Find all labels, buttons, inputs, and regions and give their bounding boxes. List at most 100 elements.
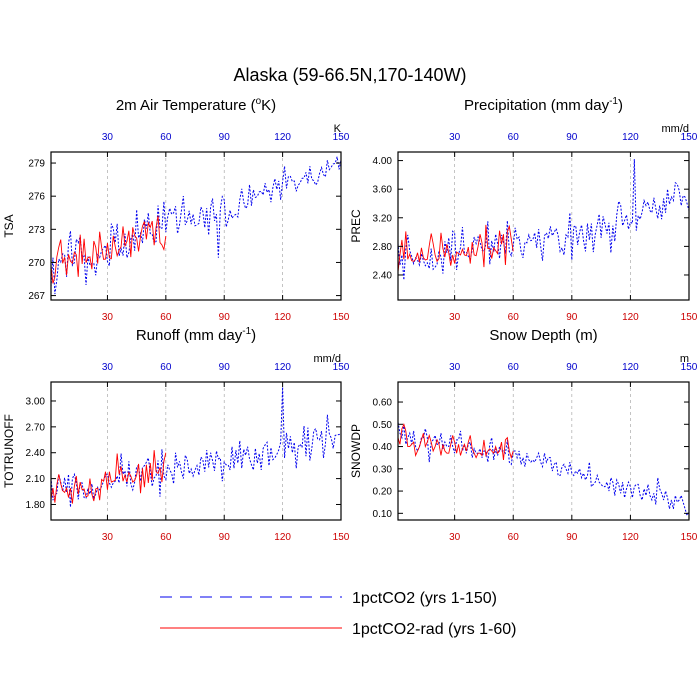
series-line-1pctCO2	[397, 159, 690, 281]
ytick-label: 270	[28, 258, 45, 269]
legend-label-1pctCO2-rad: 1pctCO2-rad (yrs 1-60)	[352, 621, 517, 638]
plot-frame	[397, 381, 690, 521]
ytick-label: 4.00	[373, 156, 393, 167]
ytick-label: 0.30	[373, 464, 393, 475]
ytick-label: 0.50	[373, 420, 393, 431]
panel-title-end: )	[618, 97, 623, 114]
panel-prec: Precipitation (mm day-1) mm/d 2.40 2.80 3.20…	[349, 96, 698, 323]
panel-title-sup: -1	[242, 326, 251, 337]
series-line-1pctCO2	[50, 387, 342, 508]
xtick-top-label: 150	[681, 132, 698, 143]
legend: 1pctCO2 (yrs 1-150) 1pctCO2-rad (yrs 1-6…	[160, 590, 517, 638]
series-line-1pctCO2	[397, 421, 690, 518]
xtick-bottom-label: 120	[274, 532, 291, 543]
xtick-bottom-label: 30	[102, 312, 114, 323]
panel-title-sup: o	[256, 96, 262, 107]
panel-unit: mm/d	[662, 123, 690, 135]
xtick-top-label: 90	[219, 132, 231, 143]
xtick-top-label: 30	[102, 362, 114, 373]
plot-frame	[50, 151, 342, 301]
panel-title: Precipitation (mm day-1)	[464, 96, 623, 114]
ytick-label: 2.40	[373, 270, 393, 281]
panel-title-end: K)	[261, 97, 276, 114]
xtick-top-label: 120	[274, 362, 291, 373]
ytick-label: 0.20	[373, 487, 393, 498]
ylabel: TSA	[2, 214, 16, 237]
xtick-top-label: 30	[449, 132, 461, 143]
xtick-bottom-label: 60	[508, 312, 520, 323]
xtick-top-label: 30	[102, 132, 114, 143]
series-line-1pctCO2-rad	[50, 215, 167, 284]
panel-title: Snow Depth (m)	[489, 327, 597, 344]
plot-frame	[50, 381, 342, 521]
xtick-top-label: 90	[566, 132, 578, 143]
panel-snowdp: Snow Depth (m) m 0.10 0.20 0.30 0.40 0.50 0.60 S…	[349, 327, 698, 543]
series-line-1pctCO2-rad	[397, 422, 514, 460]
panel-tsa: 2m Air Temperature (oK) K 267 270 273 276 279 T…	[2, 96, 350, 323]
series-line-1pctCO2-rad	[50, 450, 167, 504]
xtick-top-label: 150	[333, 362, 350, 373]
xtick-bottom-label: 90	[566, 532, 578, 543]
legend-label-1pctCO2: 1pctCO2 (yrs 1-150)	[352, 590, 497, 607]
panel-title: 2m Air Temperature (oK)	[116, 96, 276, 114]
ylabel: SNOWDP	[349, 424, 363, 478]
ytick-label: 2.70	[26, 422, 46, 433]
xtick-bottom-label: 150	[333, 312, 350, 323]
series-line-1pctCO2-rad	[397, 224, 514, 273]
plot-frame	[397, 151, 690, 301]
panel-title: Runoff (mm day-1)	[136, 326, 256, 344]
panel-title-text: Snow Depth (m)	[489, 327, 597, 344]
xtick-bottom-label: 120	[622, 532, 639, 543]
panel-totrunoff: Runoff (mm day-1) mm/d 1.80 2.10 2.40 2.70 3.0…	[2, 326, 350, 543]
xtick-top-label: 60	[508, 362, 520, 373]
xtick-top-label: 60	[160, 362, 172, 373]
ylabel: PREC	[349, 209, 363, 243]
xtick-top-label: 30	[449, 362, 461, 373]
xtick-top-label: 90	[219, 362, 231, 373]
xtick-bottom-label: 60	[508, 532, 520, 543]
xtick-top-label: 90	[566, 362, 578, 373]
panel-title-end: )	[251, 327, 256, 344]
ytick-label: 2.40	[26, 448, 46, 459]
xtick-top-label: 150	[681, 362, 698, 373]
panel-title-text: Precipitation (mm day	[464, 97, 610, 114]
ylabel: TOTRUNOFF	[2, 414, 16, 488]
ytick-label: 2.80	[373, 242, 393, 253]
panel-unit: mm/d	[314, 353, 342, 365]
panel-unit: m	[680, 353, 689, 365]
ytick-label: 2.10	[26, 474, 46, 485]
series-line-1pctCO2	[50, 156, 342, 295]
xtick-bottom-label: 60	[160, 312, 172, 323]
ytick-label: 3.60	[373, 185, 393, 196]
panels: 2m Air Temperature (oK) K 267 270 273 276 279 T…	[2, 96, 698, 543]
figure-title: Alaska (59-66.5N,170-140W)	[233, 65, 466, 85]
xtick-top-label: 60	[508, 132, 520, 143]
panel-title-sup: -1	[609, 96, 618, 107]
xtick-bottom-label: 90	[219, 312, 231, 323]
ytick-label: 0.60	[373, 398, 393, 409]
ytick-label: 276	[28, 192, 45, 203]
ytick-label: 267	[28, 291, 45, 302]
xtick-top-label: 150	[333, 132, 350, 143]
xtick-bottom-label: 30	[102, 532, 114, 543]
ytick-label: 273	[28, 225, 45, 236]
panel-title-text: Runoff (mm day	[136, 327, 243, 344]
xtick-bottom-label: 150	[681, 312, 698, 323]
xtick-top-label: 60	[160, 132, 172, 143]
ytick-label: 3.20	[373, 213, 393, 224]
ytick-label: 0.40	[373, 442, 393, 453]
xtick-top-label: 120	[622, 362, 639, 373]
panel-title-text: 2m Air Temperature (	[116, 97, 256, 114]
ytick-label: 1.80	[26, 500, 46, 511]
ytick-label: 3.00	[26, 396, 46, 407]
xtick-top-label: 120	[622, 132, 639, 143]
xtick-bottom-label: 150	[333, 532, 350, 543]
ytick-label: 279	[28, 159, 45, 170]
xtick-bottom-label: 60	[160, 532, 172, 543]
xtick-bottom-label: 90	[219, 532, 231, 543]
panel-unit: K	[334, 123, 342, 135]
xtick-bottom-label: 30	[449, 312, 461, 323]
xtick-bottom-label: 90	[566, 312, 578, 323]
xtick-bottom-label: 30	[449, 532, 461, 543]
